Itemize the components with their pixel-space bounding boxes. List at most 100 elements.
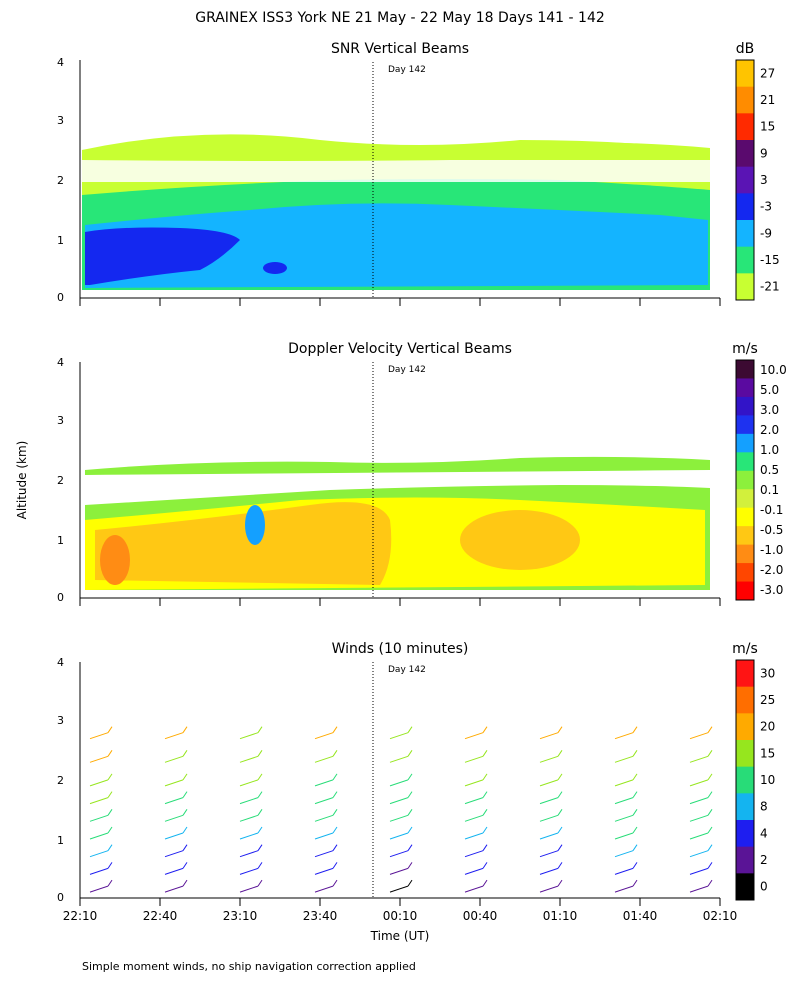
- colorbar: 27 21 15 9 3 -3 -9 -15 -21: [735, 59, 780, 301]
- colorbar-unit: m/s: [732, 641, 758, 657]
- colorbar-swatch: [736, 660, 754, 688]
- wind-barb: [614, 867, 634, 875]
- colorbar-label: 15: [760, 120, 775, 134]
- wind-barb: [614, 779, 634, 787]
- wind-barb-flag: [107, 809, 113, 816]
- colorbar-swatch: [736, 713, 754, 741]
- wind-barb: [164, 832, 184, 840]
- wind-barb-flag: [707, 791, 713, 798]
- wind-barb-flag: [107, 879, 113, 887]
- wind-barb: [614, 732, 634, 740]
- wind-barb-flag: [407, 844, 413, 851]
- wind-barb-flag: [632, 862, 638, 869]
- wind-barb: [614, 814, 634, 822]
- y-axis: 0 1 2 3 4: [57, 56, 81, 304]
- panel-doppler: Doppler Velocity Vertical Beams 0 1 2 3 …: [15, 341, 787, 604]
- wind-barb-flag: [407, 726, 413, 733]
- wind-barb: [164, 814, 184, 822]
- wind-barb-flag: [332, 773, 338, 781]
- wind-barb: [89, 732, 109, 740]
- wind-barb: [464, 832, 484, 840]
- wind-barb: [539, 832, 559, 840]
- wind-barb-flag: [332, 844, 338, 851]
- colorbar: 10.0 5.0 3.0 2.0 1.0 0.5 0.1 -0.1 -0.5 -1.0 -2.0 -3…: [735, 359, 787, 601]
- colorbar-label: 9: [760, 146, 768, 160]
- wind-barb: [389, 850, 409, 858]
- wind-barb: [164, 732, 184, 740]
- wind-barb: [539, 867, 559, 875]
- wind-barb: [314, 779, 334, 787]
- wind-barb: [539, 814, 559, 822]
- dv-core-b: [100, 535, 130, 585]
- wind-barb: [689, 797, 709, 805]
- colorbar-swatch: [736, 360, 754, 379]
- dv-layer-orange: [95, 502, 392, 585]
- y-tick-label: 2: [57, 174, 64, 187]
- x-tick-label: 00:40: [463, 909, 498, 923]
- colorbar-label: 3.0: [760, 403, 779, 417]
- colorbar-label: 2.0: [760, 423, 779, 437]
- wind-barb-flag: [707, 726, 713, 733]
- colorbar-label: 1.0: [760, 443, 779, 457]
- wind-barb-flag: [557, 862, 563, 869]
- wind-barb: [164, 885, 184, 893]
- wind-barb: [614, 885, 634, 893]
- colorbar-swatch: [736, 220, 754, 248]
- colorbar-swatch: [736, 193, 754, 221]
- wind-barb: [614, 832, 634, 840]
- colorbar-swatch: [736, 740, 754, 768]
- wind-barb: [239, 832, 259, 840]
- colorbar-label: 30: [760, 666, 775, 680]
- wind-barb-flag: [182, 826, 188, 834]
- colorbar-label: -9: [760, 226, 772, 240]
- colorbar-label: -0.5: [760, 523, 783, 537]
- colorbar-swatch: [736, 246, 754, 274]
- y-tick-label: 3: [57, 714, 64, 727]
- colorbar-label: 10: [760, 773, 775, 787]
- wind-barb: [464, 732, 484, 740]
- colorbar-label: -15: [760, 253, 780, 267]
- colorbar-swatch: [736, 489, 754, 509]
- snr-upper-layer: [82, 142, 710, 161]
- wind-barb-flag: [182, 750, 188, 757]
- wind-barb-flag: [407, 809, 413, 816]
- colorbar-label: 3: [760, 173, 768, 187]
- wind-barb: [389, 885, 409, 893]
- wind-barb: [239, 755, 259, 763]
- wind-barb: [239, 867, 259, 875]
- colorbar-label: 27: [760, 66, 775, 80]
- wind-barb: [464, 814, 484, 822]
- wind-barb: [164, 797, 184, 805]
- day-marker-label: Day 142: [388, 365, 426, 375]
- wind-barb: [239, 779, 259, 787]
- x-tick-marks: [79, 298, 721, 906]
- wind-barb-flag: [707, 773, 713, 781]
- figure-title: GRAINEX ISS3 York NE 21 May - 22 May 18 …: [195, 10, 605, 26]
- wind-barb: [314, 814, 334, 822]
- colorbar-swatch: [736, 273, 754, 301]
- wind-barb: [689, 850, 709, 858]
- x-tick-label: 22:40: [143, 909, 178, 923]
- wind-barb: [239, 850, 259, 858]
- wind-barb: [539, 779, 559, 787]
- wind-barb-flag: [182, 879, 188, 887]
- x-tick-label: 00:10: [383, 909, 418, 923]
- wind-barb-flag: [107, 791, 113, 798]
- wind-barb-flag: [482, 809, 488, 816]
- snr-heatmap: [82, 134, 710, 290]
- y-tick-label: 2: [57, 774, 64, 787]
- wind-barb-flag: [707, 750, 713, 757]
- wind-barb-flag: [557, 844, 563, 851]
- wind-barb: [689, 814, 709, 822]
- wind-barb-flag: [107, 826, 113, 834]
- day-marker-label: Day 142: [388, 65, 426, 75]
- x-tick-label: 23:40: [303, 909, 338, 923]
- wind-barb: [389, 779, 409, 787]
- colorbar-swatch: [736, 793, 754, 821]
- wind-barb-flag: [107, 726, 113, 733]
- x-axis-label: Time (UT): [370, 929, 430, 943]
- day-marker-label: Day 142: [388, 665, 426, 675]
- wind-barb-flag: [557, 773, 563, 781]
- wind-barb: [389, 867, 409, 875]
- colorbar-swatch: [736, 686, 754, 714]
